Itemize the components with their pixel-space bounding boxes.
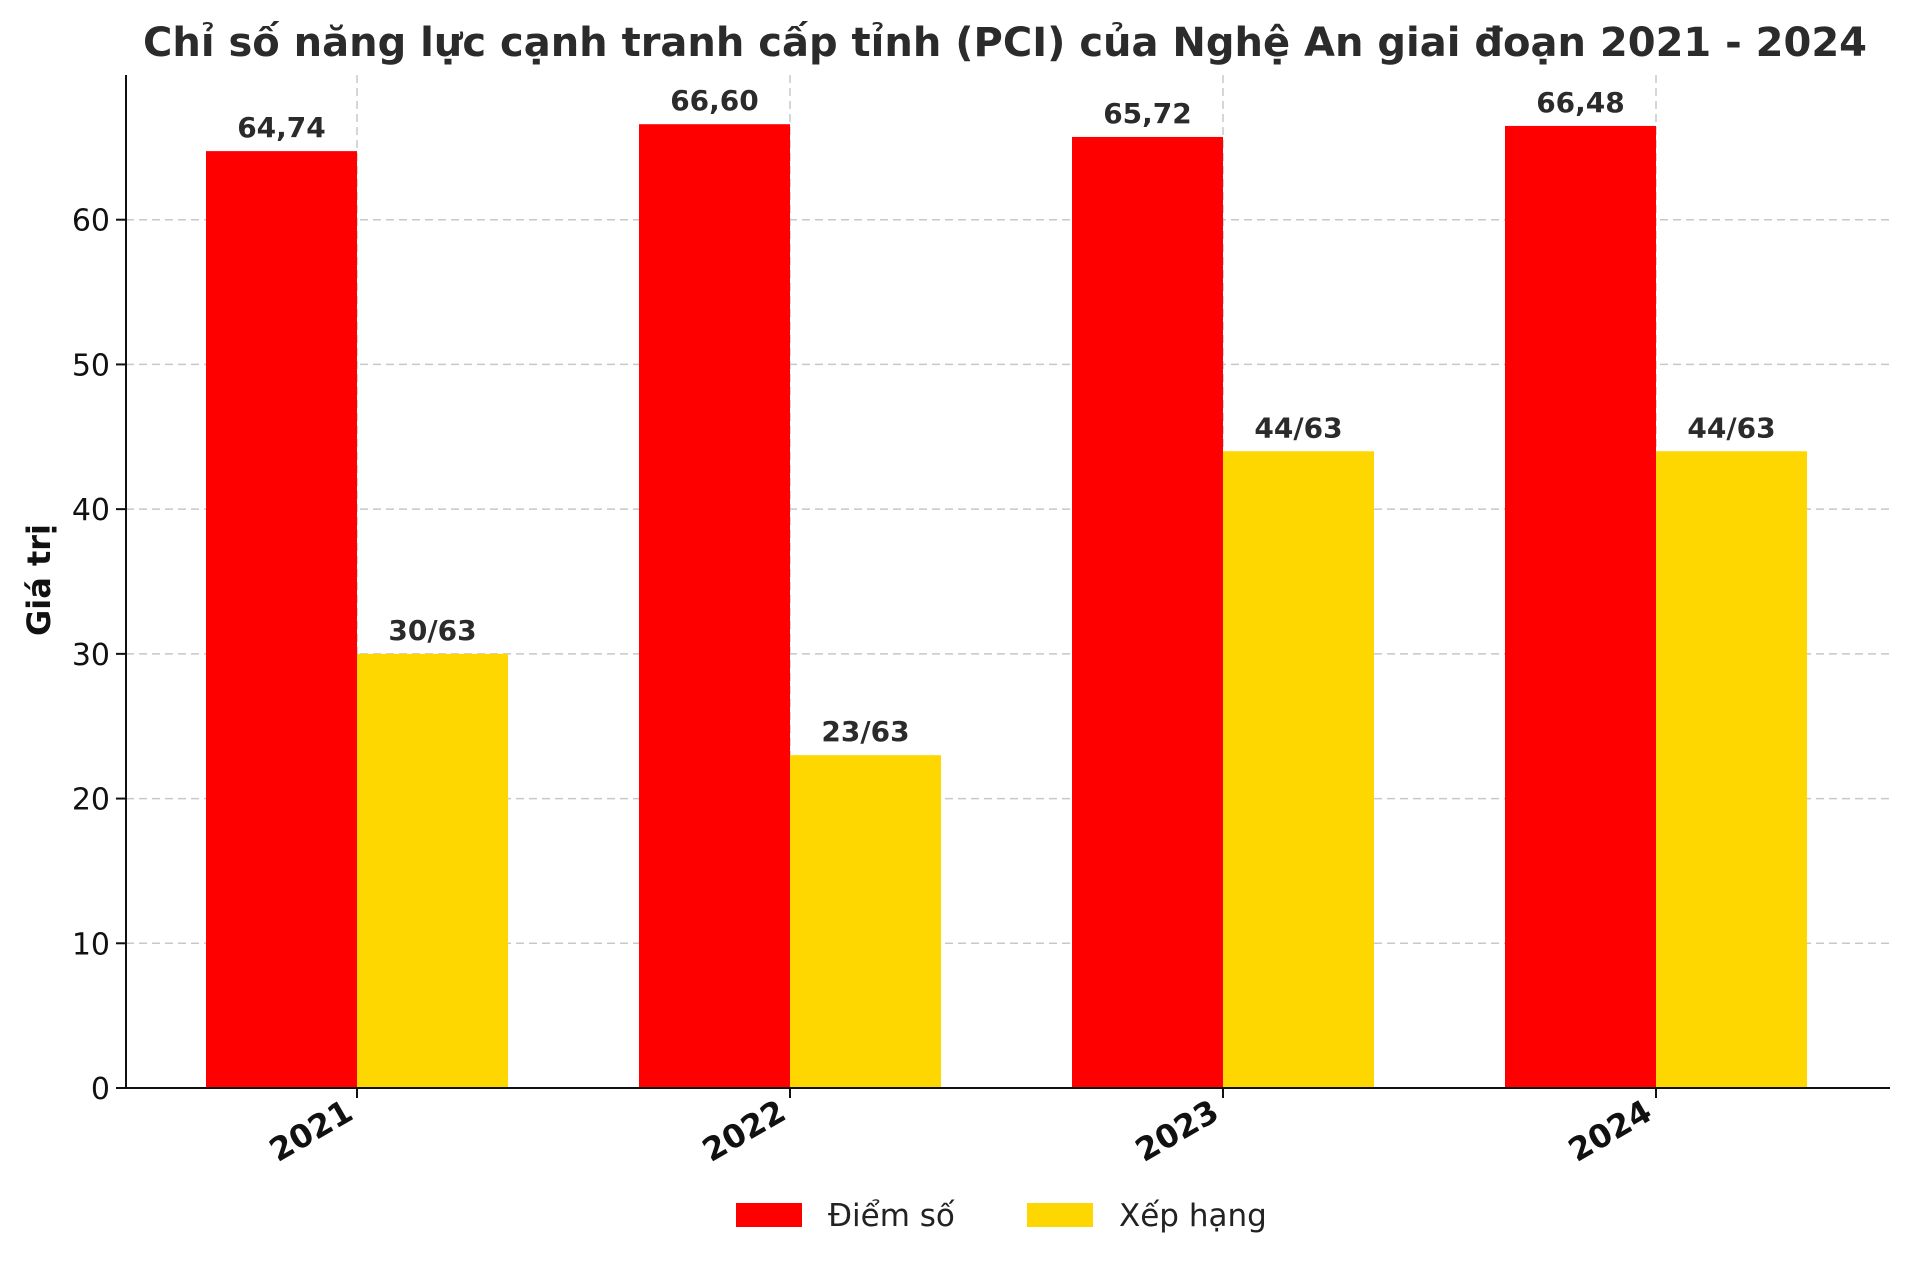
y-axis-label: Giá trị [20, 524, 58, 636]
data-label-xep-hang-2021: 30/63 [388, 614, 476, 647]
data-label-diem-so-2022: 66,60 [670, 84, 759, 117]
y-tick-label: 40 [72, 493, 110, 528]
y-tick-label: 0 [91, 1072, 110, 1107]
chart-title: Chỉ số năng lực cạnh tranh cấp tỉnh (PCI… [143, 20, 1867, 66]
legend-label-diem-so: Điểm số [828, 1198, 955, 1234]
bar-diem-so-2021 [206, 151, 357, 1088]
data-label-diem-so-2021: 64,74 [237, 111, 326, 144]
y-tick-label: 10 [72, 927, 110, 962]
y-tick-label: 30 [72, 638, 110, 673]
x-tick-label-2024: 2024 [1562, 1092, 1658, 1169]
data-labels-layer: 64,74 66,60 65,72 66,48 30/63 23/63 44/63 44/63 [237, 84, 1775, 748]
data-label-diem-so-2023: 65,72 [1103, 97, 1192, 130]
bar-diem-so-2023 [1072, 136, 1223, 1088]
data-label-xep-hang-2024: 44/63 [1687, 411, 1775, 444]
bar-xep-hang-2021 [357, 653, 508, 1088]
data-label-xep-hang-2023: 44/63 [1254, 411, 1342, 444]
x-tick-label-2022: 2022 [696, 1092, 792, 1169]
bar-xep-hang-2024 [1656, 451, 1807, 1088]
data-label-xep-hang-2022: 23/63 [821, 715, 909, 748]
legend-swatch-diem-so [736, 1203, 802, 1227]
legend: Điểm số Xếp hạng [736, 1198, 1267, 1234]
data-label-diem-so-2024: 66,48 [1536, 86, 1625, 119]
legend-label-xep-hang: Xếp hạng [1119, 1198, 1267, 1234]
bar-xep-hang-2022 [790, 755, 941, 1088]
bars-layer [206, 124, 1807, 1088]
legend-swatch-xep-hang [1027, 1203, 1093, 1227]
bar-diem-so-2024 [1505, 125, 1656, 1088]
y-tick-label: 50 [72, 348, 110, 383]
bar-xep-hang-2023 [1223, 451, 1374, 1088]
bar-diem-so-2022 [639, 124, 790, 1088]
x-tick-label-2023: 2023 [1129, 1092, 1225, 1169]
y-tick-label: 60 [72, 204, 110, 239]
x-tick-label-2021: 2021 [263, 1092, 359, 1169]
y-tick-label: 20 [72, 783, 110, 818]
